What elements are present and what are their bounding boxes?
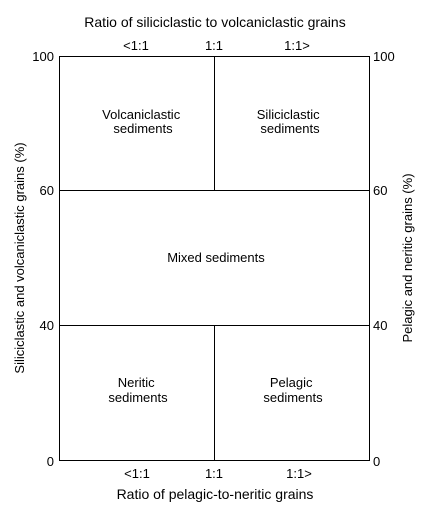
field-pelagic-sediments: Pelagic sediments [263, 375, 323, 405]
bottom-ratio-label-greater: 1:1> [286, 466, 312, 481]
left-tick-100: 100 [32, 49, 54, 64]
field-mixed-sediments: Mixed sediments [167, 250, 265, 265]
field-volcaniclastic-line1: Volcaniclastic [102, 107, 181, 122]
left-tick-40: 40 [40, 318, 54, 333]
field-pelagic-line2: sediments [263, 390, 323, 405]
top-title: Ratio of siliciclastic to volcaniclastic… [84, 14, 345, 30]
field-neritic-line1: Neritic [118, 375, 155, 390]
left-tick-60: 60 [40, 183, 54, 198]
top-ratio-label-greater: 1:1> [284, 38, 310, 53]
field-volcaniclastic-sediments: Volcaniclastic sediments [102, 107, 184, 136]
right-tick-0: 0 [373, 454, 380, 469]
right-axis-label: Pelagic and neritic grains (%) [400, 173, 415, 342]
field-pelagic-line1: Pelagic [270, 375, 313, 390]
bottom-ratio-label-less: <1:1 [124, 466, 150, 481]
left-tick-0: 0 [47, 454, 54, 469]
field-siliciclastic-line2: sediments [260, 121, 320, 136]
left-axis-label: Siliciclastic and volcaniclastic grains … [12, 142, 27, 373]
bottom-title: Ratio of pelagic-to-neritic grains [117, 486, 314, 502]
field-neritic-sediments: Neritic sediments [108, 375, 168, 405]
top-ratio-label-less: <1:1 [123, 38, 149, 53]
right-tick-40: 40 [373, 318, 387, 333]
bottom-ratio-label-equal: 1:1 [205, 466, 223, 481]
field-neritic-line2: sediments [108, 390, 168, 405]
top-ratio-label-equal: 1:1 [205, 38, 223, 53]
field-volcaniclastic-line2: sediments [113, 121, 173, 136]
field-siliciclastic-line1: Siliciclastic [257, 107, 320, 122]
right-tick-100: 100 [373, 49, 395, 64]
field-siliciclastic-sediments: Siliciclastic sediments [257, 107, 323, 136]
right-tick-60: 60 [373, 183, 387, 198]
